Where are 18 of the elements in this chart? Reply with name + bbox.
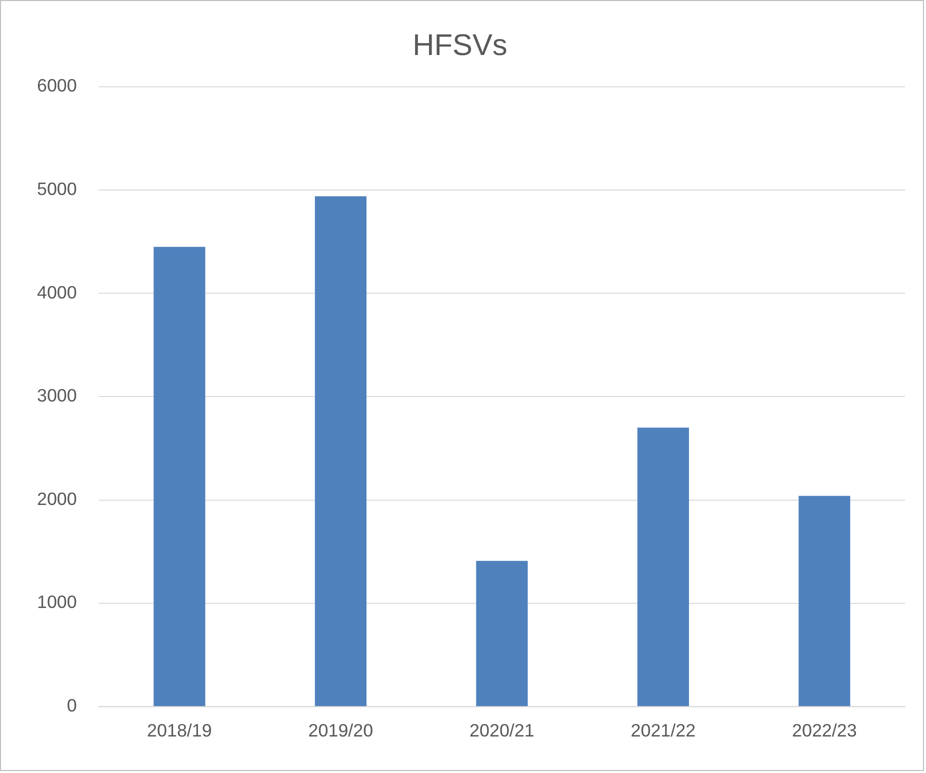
- y-tick-label: 0: [66, 696, 77, 716]
- y-tick-label: 6000: [36, 76, 77, 96]
- y-tick-label: 5000: [36, 179, 77, 200]
- y-tick-label: 2000: [36, 488, 77, 509]
- x-tick-label: 2020/21: [470, 720, 534, 740]
- y-tick-label: 1000: [36, 592, 77, 612]
- bar: [476, 560, 528, 706]
- bar: [637, 428, 689, 706]
- bar: [314, 196, 366, 706]
- y-tick-label: 4000: [36, 282, 77, 302]
- bar: [154, 246, 206, 706]
- chart-title: HFSVs: [412, 29, 508, 62]
- y-tick-label: 3000: [36, 386, 77, 406]
- bar: [798, 496, 850, 706]
- x-tick-label: 2021/22: [630, 720, 696, 740]
- x-tick-label: 2018/19: [147, 720, 212, 740]
- x-tick-label: 2022/23: [792, 720, 857, 740]
- x-tick-label: 2019/20: [308, 720, 374, 740]
